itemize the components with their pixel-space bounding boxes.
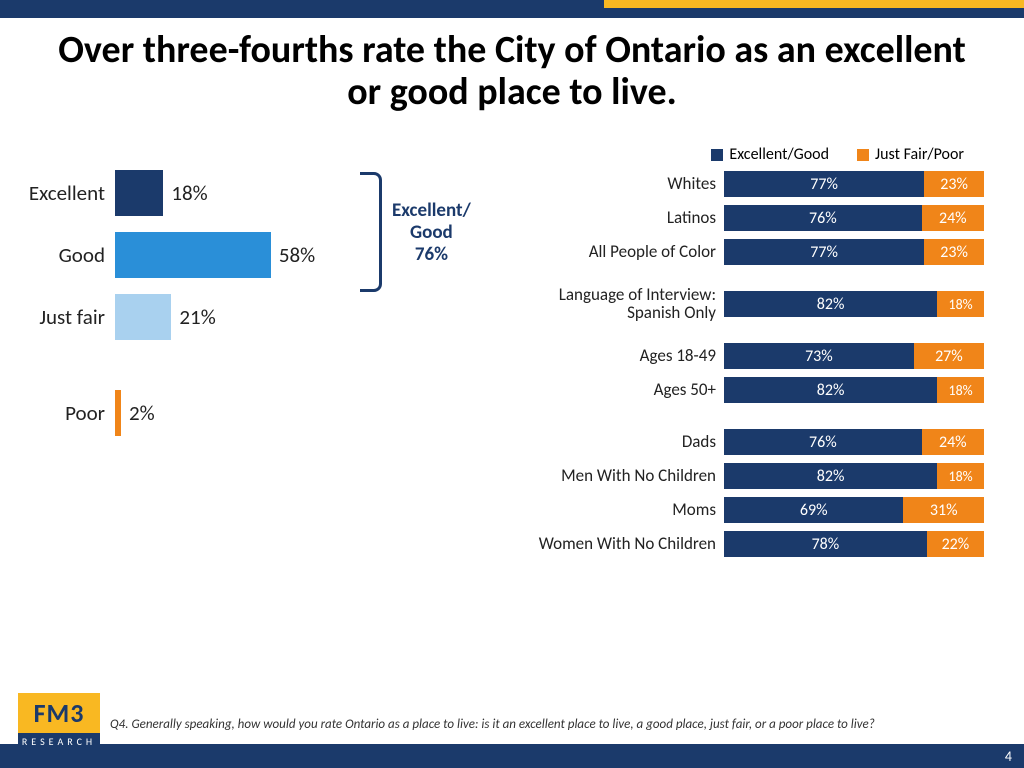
bracket-text-3: 76% <box>392 244 471 266</box>
right-seg-fair-poor: 24% <box>922 205 984 231</box>
page-title: Over three-fourths rate the City of Onta… <box>50 30 974 114</box>
right-bar-label: Women With No Children <box>524 535 724 553</box>
right-seg-excellent-good: 77% <box>724 239 924 265</box>
right-bar-label: All People of Color <box>524 243 724 261</box>
left-bar-area: 2% <box>115 390 400 436</box>
right-bar-row: Women With No Children78%22% <box>524 530 994 558</box>
legend-item: Excellent/Good <box>711 145 829 164</box>
right-seg-fair-poor: 31% <box>903 497 984 523</box>
right-seg-fair-poor: 23% <box>924 171 984 197</box>
right-bar-row: Whites77%23% <box>524 170 994 198</box>
left-bar-row: Excellent 18% <box>20 170 400 216</box>
left-bar-label: Poor <box>20 400 115 426</box>
right-bar-row: All People of Color77%23% <box>524 238 994 266</box>
fm3-logo: FM3 RESEARCH <box>18 693 100 750</box>
right-seg-excellent-good: 82% <box>724 291 937 317</box>
right-bar-label: Dads <box>524 433 724 451</box>
logo-bottom: RESEARCH <box>18 733 100 750</box>
right-bar-area: 76%24% <box>724 205 994 231</box>
right-group: Whites77%23%Latinos76%24%All People of C… <box>524 170 994 266</box>
right-bar-area: 76%24% <box>724 429 994 455</box>
right-bar-row: Ages 18-4973%27% <box>524 342 994 370</box>
legend-item: Just Fair/Poor <box>857 145 964 164</box>
left-chart: Excellent 18% Good 58% Just fair 21% Poor 2% <box>20 170 400 452</box>
page-number: 4 <box>1005 748 1012 765</box>
right-seg-fair-poor: 18% <box>937 291 984 317</box>
left-bar <box>115 390 121 436</box>
right-bar-label: Latinos <box>524 209 724 227</box>
left-bar-label: Good <box>20 242 115 268</box>
right-seg-excellent-good: 76% <box>724 205 922 231</box>
left-bar-row: Just fair 21% <box>20 294 400 340</box>
right-seg-excellent-good: 76% <box>724 429 922 455</box>
left-bar <box>115 170 163 216</box>
right-bar-area: 82%18% <box>724 291 994 317</box>
left-bar-value: 58% <box>279 242 315 268</box>
right-bar-row: Language of Interview: Spanish Only82%18… <box>524 290 994 318</box>
right-bar-area: 77%23% <box>724 171 994 197</box>
right-group: Dads76%24%Men With No Children82%18%Moms… <box>524 428 994 558</box>
top-accent-gold <box>604 0 1024 8</box>
left-bar-label: Just fair <box>20 304 115 330</box>
right-group: Language of Interview: Spanish Only82%18… <box>524 290 994 318</box>
left-bar <box>115 294 171 340</box>
bracket <box>360 172 382 292</box>
right-bar-label: Whites <box>524 175 724 193</box>
left-bar-row: Poor 2% <box>20 390 400 436</box>
right-seg-excellent-good: 73% <box>724 343 914 369</box>
legend-label: Excellent/Good <box>729 145 829 164</box>
left-bar-value: 2% <box>129 400 155 426</box>
logo-top: FM3 <box>18 693 100 733</box>
right-bar-label: Men With No Children <box>524 467 724 485</box>
right-group: Ages 18-4973%27%Ages 50+82%18% <box>524 342 994 404</box>
left-bar-value: 18% <box>171 180 207 206</box>
right-bar-label: Moms <box>524 501 724 519</box>
left-bar-area: 21% <box>115 294 400 340</box>
right-seg-excellent-good: 77% <box>724 171 924 197</box>
left-bar-area: 58% <box>115 232 400 278</box>
right-seg-excellent-good: 82% <box>724 463 937 489</box>
legend: Excellent/Good Just Fair/Poor <box>711 145 964 164</box>
right-seg-fair-poor: 18% <box>937 377 984 403</box>
right-bar-label: Language of Interview: Spanish Only <box>524 286 724 322</box>
left-bar-value: 21% <box>179 304 215 330</box>
footer-bar <box>0 744 1024 768</box>
legend-label: Just Fair/Poor <box>875 145 964 164</box>
right-bar-label: Ages 18-49 <box>524 347 724 365</box>
bracket-text-2: Good <box>392 222 471 244</box>
right-bar-area: 78%22% <box>724 531 994 557</box>
right-bar-row: Latinos76%24% <box>524 204 994 232</box>
right-seg-excellent-good: 69% <box>724 497 903 523</box>
legend-swatch <box>711 149 723 161</box>
right-bar-area: 77%23% <box>724 239 994 265</box>
footer: Q4. Generally speaking, how would you ra… <box>0 698 1024 768</box>
right-bar-area: 82%18% <box>724 377 994 403</box>
right-seg-fair-poor: 24% <box>922 429 984 455</box>
right-seg-excellent-good: 82% <box>724 377 937 403</box>
right-bar-row: Moms69%31% <box>524 496 994 524</box>
right-seg-fair-poor: 18% <box>937 463 984 489</box>
right-seg-fair-poor: 27% <box>914 343 984 369</box>
footnote: Q4. Generally speaking, how would you ra… <box>110 717 1004 732</box>
left-bar <box>115 232 271 278</box>
right-bar-label: Ages 50+ <box>524 381 724 399</box>
right-bar-row: Ages 50+82%18% <box>524 376 994 404</box>
right-seg-excellent-good: 78% <box>724 531 927 557</box>
right-seg-fair-poor: 23% <box>924 239 984 265</box>
left-bar-row: Good 58% <box>20 232 400 278</box>
right-bar-row: Dads76%24% <box>524 428 994 456</box>
right-seg-fair-poor: 22% <box>927 531 984 557</box>
left-bar-label: Excellent <box>20 180 115 206</box>
legend-swatch <box>857 149 869 161</box>
bracket-label: Excellent/ Good 76% <box>392 200 471 266</box>
right-bar-area: 73%27% <box>724 343 994 369</box>
right-bar-row: Men With No Children82%18% <box>524 462 994 490</box>
right-bar-area: 82%18% <box>724 463 994 489</box>
right-bar-area: 69%31% <box>724 497 994 523</box>
bracket-text-1: Excellent/ <box>392 200 471 222</box>
left-bar-area: 18% <box>115 170 400 216</box>
right-chart: Whites77%23%Latinos76%24%All People of C… <box>524 170 994 582</box>
